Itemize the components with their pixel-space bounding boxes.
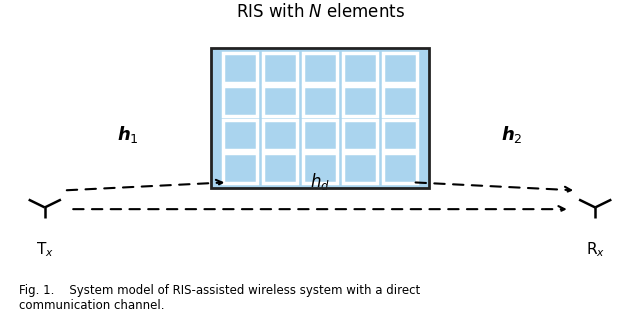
- Bar: [383, 86, 417, 116]
- Text: $\mathrm{R}_x$: $\mathrm{R}_x$: [586, 240, 605, 259]
- Bar: [303, 120, 337, 150]
- Bar: [383, 153, 417, 183]
- Bar: [343, 53, 377, 83]
- Bar: [343, 153, 377, 183]
- Bar: [223, 120, 257, 150]
- Text: $\boldsymbol{h}_2$: $\boldsymbol{h}_2$: [501, 124, 523, 145]
- Bar: [343, 86, 377, 116]
- Bar: [383, 53, 417, 83]
- Bar: [263, 86, 297, 116]
- Text: $h_d$: $h_d$: [310, 171, 330, 192]
- Text: $\mathrm{T}_x$: $\mathrm{T}_x$: [36, 240, 54, 259]
- Bar: [263, 120, 297, 150]
- Bar: [383, 120, 417, 150]
- Bar: [343, 120, 377, 150]
- Text: RIS with $N$ elements: RIS with $N$ elements: [236, 3, 404, 21]
- Bar: [211, 48, 429, 188]
- Text: Fig. 1.    System model of RIS-assisted wireless system with a direct
communicat: Fig. 1. System model of RIS-assisted wir…: [19, 284, 420, 313]
- Bar: [303, 86, 337, 116]
- Bar: [211, 48, 429, 188]
- Bar: [303, 153, 337, 183]
- Bar: [303, 53, 337, 83]
- Bar: [223, 53, 257, 83]
- Bar: [223, 86, 257, 116]
- Bar: [223, 153, 257, 183]
- FancyArrowPatch shape: [67, 180, 222, 190]
- FancyArrowPatch shape: [415, 182, 571, 193]
- FancyArrowPatch shape: [73, 206, 564, 212]
- Bar: [263, 53, 297, 83]
- Text: $\boldsymbol{h}_1$: $\boldsymbol{h}_1$: [117, 124, 139, 145]
- Bar: [263, 153, 297, 183]
